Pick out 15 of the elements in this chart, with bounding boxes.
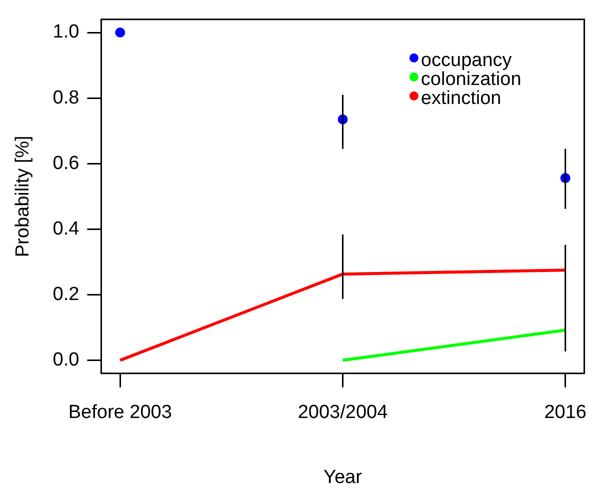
y-axis-title: Probability [%] <box>12 136 34 258</box>
y-tick-label: 1.0 <box>52 22 80 43</box>
legend-label: extinction <box>420 88 502 110</box>
y-tick-label: 0.6 <box>52 152 80 174</box>
y-tick-label: 0.4 <box>52 218 80 240</box>
x-tick-label: 2003/2004 <box>298 402 388 424</box>
legend-label: occupancy <box>420 50 512 72</box>
y-tick-label: 0.8 <box>52 87 80 108</box>
point <box>115 28 126 38</box>
x-tick-label: 2016 <box>544 402 586 424</box>
x-tick-label: Before 2003 <box>68 402 172 424</box>
legend-label: colonization <box>420 69 522 90</box>
x-axis-title: Year <box>324 466 363 488</box>
y-tick-label: 0.0 <box>52 350 80 371</box>
y-tick-label: 0.2 <box>52 284 80 305</box>
